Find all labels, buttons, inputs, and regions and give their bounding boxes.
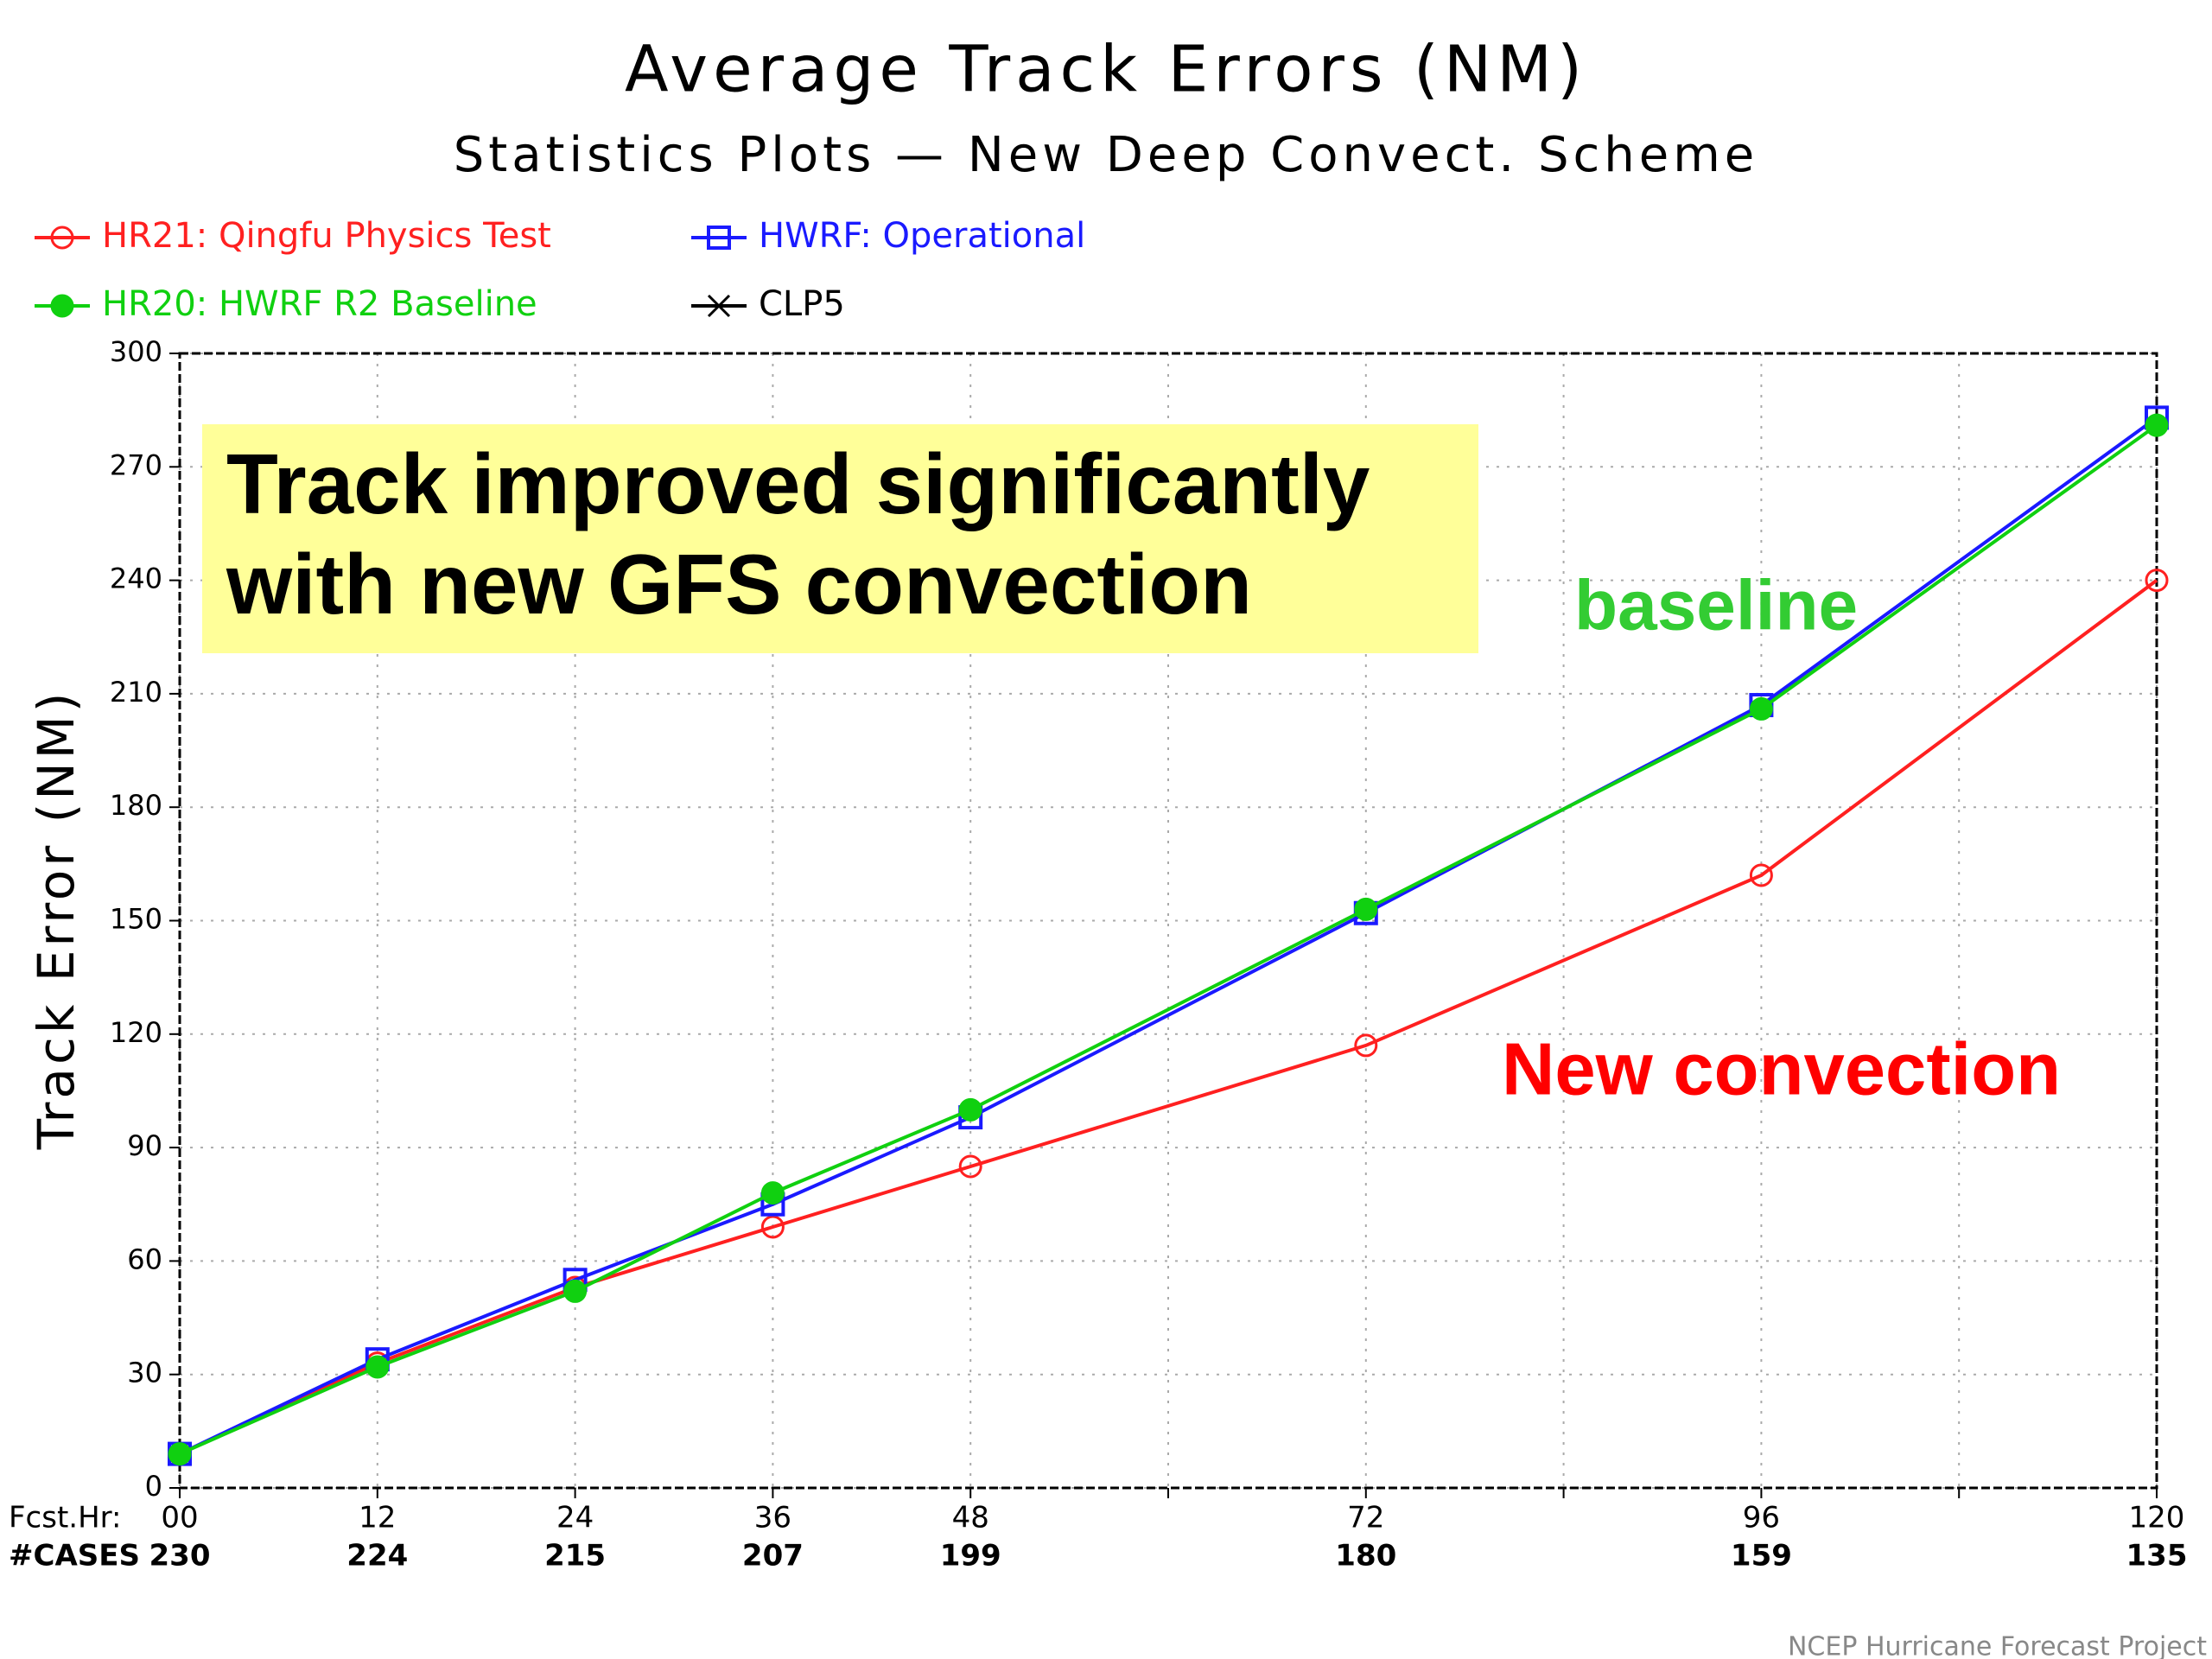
marker (958, 1154, 982, 1179)
legend-label: CLP5 (759, 284, 845, 324)
marker (2145, 569, 2169, 593)
marker (365, 1355, 390, 1379)
marker (563, 1279, 588, 1303)
annotation-text: baseline (1574, 567, 1858, 645)
annotation-text: with new GFS convection (226, 537, 1252, 632)
cases-label: 224 (346, 1539, 408, 1573)
marker (760, 1181, 785, 1205)
y-tick-label: 210 (110, 676, 162, 709)
cases-label: 230 (149, 1539, 211, 1573)
series-line (179, 578, 2158, 1456)
cases-label: 199 (940, 1539, 1001, 1573)
cases-label: #CASES (9, 1539, 140, 1573)
cases-label: 180 (1335, 1539, 1396, 1573)
annotation-text: New convection (1502, 1028, 2061, 1110)
series-line (179, 423, 2158, 1456)
y-tick-label: 30 (127, 1357, 162, 1389)
y-tick-label: 240 (110, 563, 162, 595)
x-tick-label: 36 (754, 1501, 791, 1535)
annotation-box (202, 424, 1478, 653)
chart-title: Average Track Errors (NM) (625, 33, 1587, 107)
cases-label: 215 (544, 1539, 606, 1573)
footer: NCEP Hurricane Forecast Project (1788, 1632, 2207, 1659)
cases-label: 135 (2126, 1539, 2188, 1573)
x-axis-label: Fcst.Hr: (9, 1501, 122, 1535)
x-tick-label: 12 (359, 1501, 396, 1535)
chart-subtitle: Statistics Plots — New Deep Convect. Sch… (454, 127, 1759, 183)
y-tick-label: 90 (127, 1129, 162, 1162)
y-axis-label: Track Error (NM) (27, 690, 86, 1151)
plot-border (178, 352, 2158, 1490)
marker (168, 1442, 192, 1466)
marker (2145, 413, 2169, 437)
x-tick-label: 48 (952, 1501, 989, 1535)
cases-label: 207 (742, 1539, 804, 1573)
marker (1354, 1033, 1378, 1058)
y-tick-label: 180 (110, 789, 162, 822)
marker (958, 1097, 982, 1122)
y-tick-label: 0 (145, 1470, 162, 1503)
marker (1354, 897, 1378, 921)
marker (707, 226, 731, 250)
series-line (179, 416, 2158, 1456)
marker (705, 294, 733, 318)
x-tick-label: 96 (1743, 1501, 1780, 1535)
y-tick-label: 270 (110, 448, 162, 481)
marker (760, 1215, 785, 1239)
legend-label: HR21: Qingfu Physics Test (102, 216, 551, 256)
x-tick-label: 00 (161, 1501, 198, 1535)
marker (1749, 696, 1773, 721)
x-tick-label: 24 (556, 1501, 594, 1535)
marker (50, 226, 74, 250)
legend-label: HR20: HWRF R2 Baseline (102, 284, 537, 324)
y-tick-label: 60 (127, 1243, 162, 1275)
cases-label: 159 (1731, 1539, 1792, 1573)
y-tick-label: 300 (110, 335, 162, 368)
x-tick-label: 120 (2129, 1501, 2185, 1535)
annotation-text: Track improved significantly (226, 436, 1370, 531)
y-tick-label: 150 (110, 903, 162, 936)
marker (50, 294, 74, 318)
y-tick-label: 120 (110, 1016, 162, 1049)
marker (1749, 863, 1773, 887)
legend-label: HWRF: Operational (759, 216, 1085, 256)
x-tick-label: 72 (1347, 1501, 1384, 1535)
